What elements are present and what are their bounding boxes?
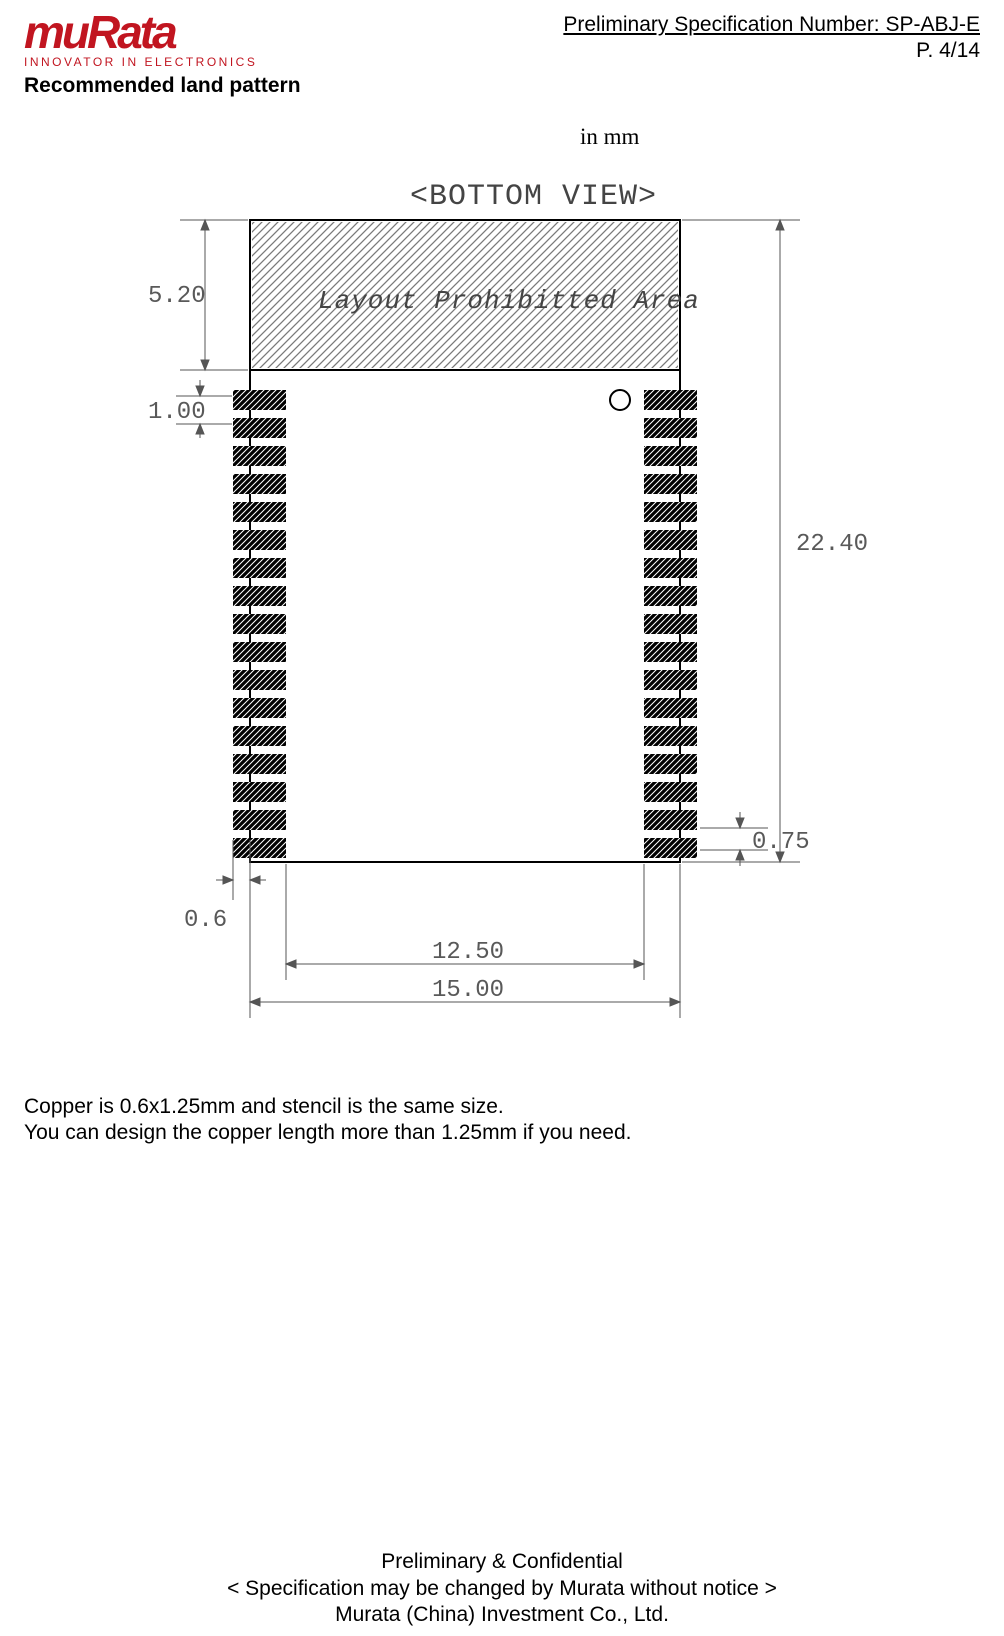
pad-right	[644, 754, 697, 774]
pad-right	[644, 726, 697, 746]
prohibited-text: Layout Prohibitted Area	[318, 286, 700, 316]
header-row: muRata INNOVATOR IN ELECTRONICS Prelimin…	[24, 12, 980, 68]
pad-left	[233, 642, 286, 662]
pad-right	[644, 558, 697, 578]
note-line-1: Copper is 0.6x1.25mm and stencil is the …	[24, 1094, 631, 1120]
dim-22-40	[682, 220, 800, 862]
dim-0-6-text: 0.6	[184, 907, 227, 934]
page-number: P. 4/14	[563, 38, 980, 64]
footer-line-2: < Specification may be changed by Murata…	[0, 1576, 1004, 1602]
dim-22-40-text: 22.40	[796, 531, 868, 558]
pad-right	[644, 530, 697, 550]
pad-right	[644, 474, 697, 494]
dim-5-20-text: 5.20	[148, 283, 206, 310]
dim-1-00-text: 1.00	[148, 399, 206, 426]
pad-right	[644, 502, 697, 522]
pad-right	[644, 670, 697, 690]
pad-left	[233, 782, 286, 802]
page: muRata INNOVATOR IN ELECTRONICS Prelimin…	[0, 0, 1004, 1636]
pad-left	[233, 418, 286, 438]
pad-left	[233, 670, 286, 690]
module-outline: Layout Prohibitted Area	[250, 220, 700, 862]
spec-number: Preliminary Specification Number: SP-ABJ…	[563, 12, 980, 38]
diagram: <BOTTOM VIEW> Layout Prohibitted Area	[120, 180, 890, 1060]
pad-left	[233, 446, 286, 466]
pad-right	[644, 642, 697, 662]
pad-left	[233, 474, 286, 494]
spec-block: Preliminary Specification Number: SP-ABJ…	[563, 12, 980, 65]
pad-left	[233, 390, 286, 410]
logo-tagline: INNOVATOR IN ELECTRONICS	[24, 57, 257, 68]
land-pattern-svg: <BOTTOM VIEW> Layout Prohibitted Area	[120, 180, 890, 1060]
unit-label: in mm	[580, 124, 639, 150]
footer: Preliminary & Confidential < Specificati…	[0, 1549, 1004, 1628]
pad-left	[233, 698, 286, 718]
note-line-2: You can design the copper length more th…	[24, 1120, 631, 1146]
pad-left	[233, 502, 286, 522]
pad-left	[233, 614, 286, 634]
pad-right	[644, 698, 697, 718]
section-title: Recommended land pattern	[24, 74, 980, 98]
logo: muRata INNOVATOR IN ELECTRONICS	[24, 12, 257, 68]
pad-left	[233, 810, 286, 830]
pad-right	[644, 390, 697, 410]
dim-15-00-text: 15.00	[432, 977, 504, 1004]
pad-left	[233, 586, 286, 606]
pad-left	[233, 726, 286, 746]
pad-right	[644, 446, 697, 466]
pad-right	[644, 418, 697, 438]
view-title-text: <BOTTOM VIEW>	[410, 180, 657, 214]
pad-right	[644, 586, 697, 606]
footer-line-1: Preliminary & Confidential	[0, 1549, 1004, 1575]
pad-left	[233, 838, 286, 858]
dim-12-50-text: 12.50	[432, 939, 504, 966]
footer-line-3: Murata (China) Investment Co., Ltd.	[0, 1602, 1004, 1628]
pad-right	[644, 838, 697, 858]
pad-right	[644, 614, 697, 634]
pad-right	[644, 810, 697, 830]
logo-word: muRata	[24, 12, 257, 53]
pad-right	[644, 782, 697, 802]
notes: Copper is 0.6x1.25mm and stencil is the …	[24, 1094, 631, 1147]
pad-left	[233, 530, 286, 550]
pad-left	[233, 558, 286, 578]
pad-left	[233, 754, 286, 774]
